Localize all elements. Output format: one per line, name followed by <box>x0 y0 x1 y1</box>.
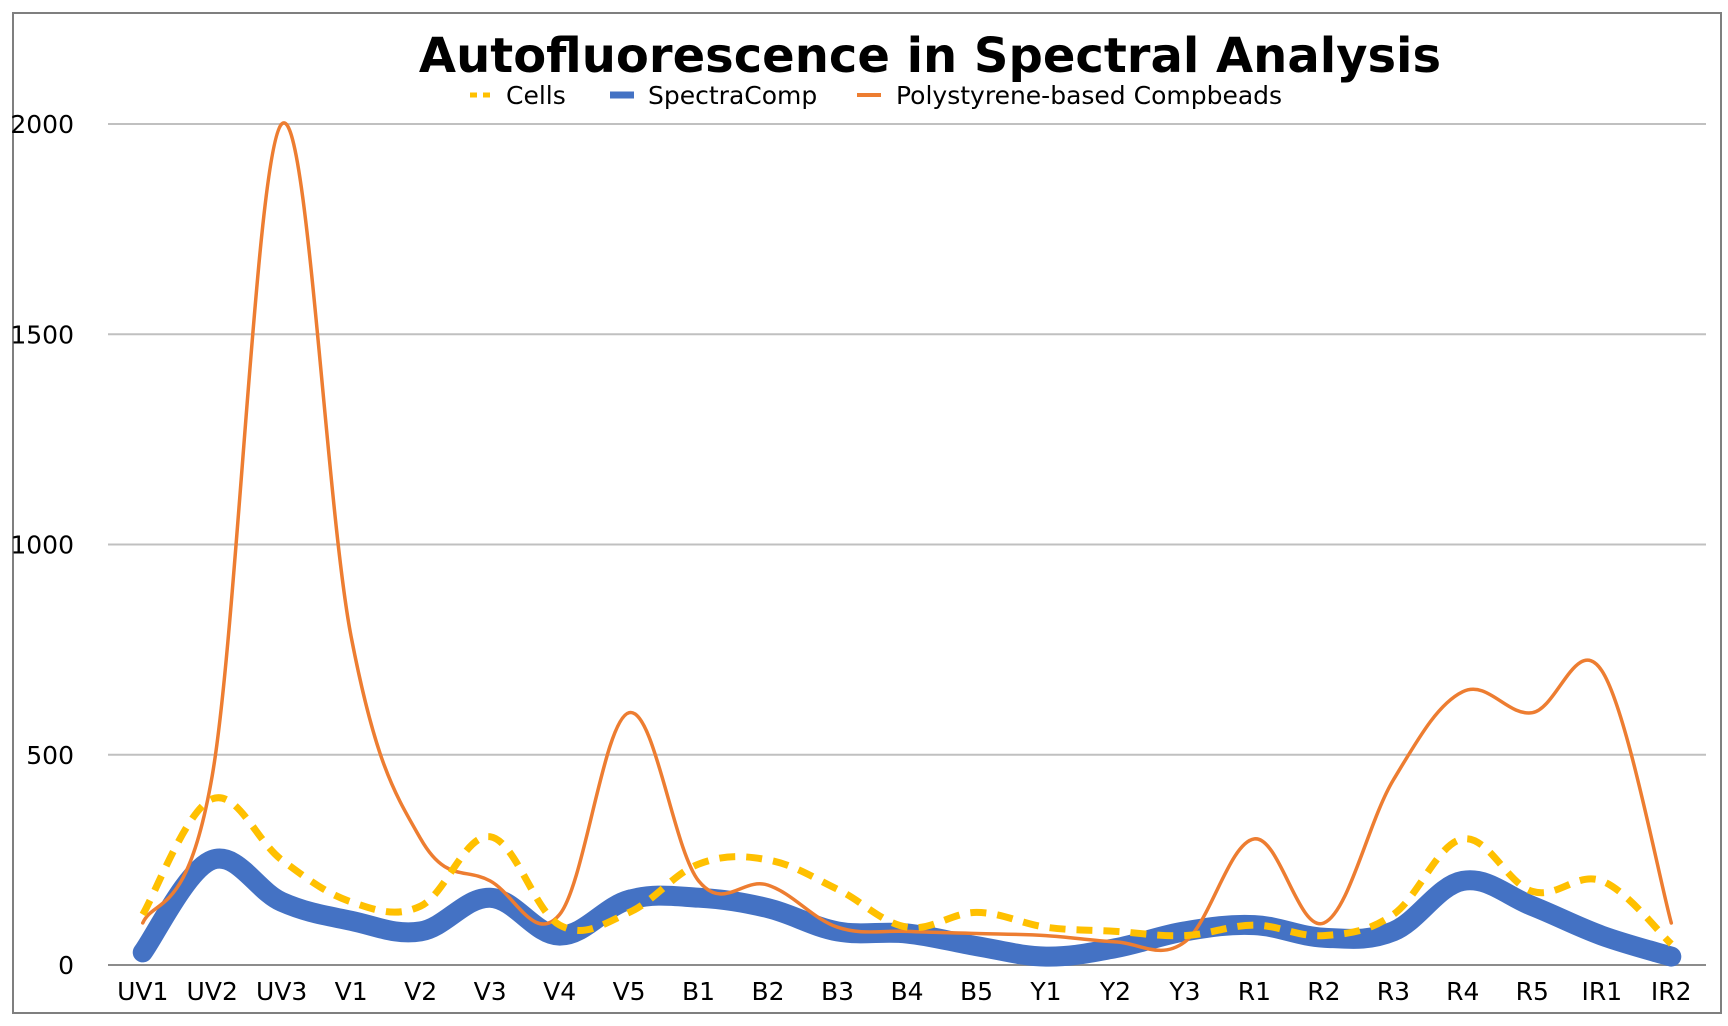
y-tick-label: 1500 <box>10 320 74 349</box>
x-tick-label: R5 <box>1516 977 1549 1006</box>
x-tick-label: B1 <box>682 977 715 1006</box>
x-tick-label: R4 <box>1446 977 1479 1006</box>
y-tick-label: 500 <box>26 741 74 770</box>
x-tick-label: V2 <box>404 977 437 1006</box>
x-tick-label: V4 <box>543 977 576 1006</box>
y-tick-label: 0 <box>58 951 74 980</box>
chart-frame <box>12 12 1722 1014</box>
axes: 0 500 1000 1500 2000 UV1 UV2 UV3 V1 V2 V3 V4 V5 B1 B2 B… <box>10 110 1706 1006</box>
chart-title: Autofluorescence in Spectral Analysis <box>419 28 1441 84</box>
x-tick-label: B2 <box>752 977 785 1006</box>
gridlines <box>108 123 1706 756</box>
x-tick-label: UV3 <box>256 977 307 1006</box>
legend: Cells SpectraComp Polystyrene-based Compbe… <box>470 81 1282 110</box>
series-lines <box>132 121 1682 967</box>
legend-label: Polystyrene-based Compbeads <box>896 81 1282 110</box>
x-tick-label: R3 <box>1377 977 1410 1006</box>
x-tick-label: Y2 <box>1099 977 1131 1006</box>
legend-label: SpectraComp <box>648 81 817 110</box>
x-tick-label: V3 <box>474 977 507 1006</box>
x-tick-label: V5 <box>613 977 646 1006</box>
x-tick-label: R1 <box>1238 977 1271 1006</box>
x-tick-label: Y3 <box>1168 977 1200 1006</box>
y-tick-label: 2000 <box>10 110 74 139</box>
x-tick-label: Y1 <box>1029 977 1061 1006</box>
series-line-cells <box>139 794 1674 947</box>
x-tick-label: IR1 <box>1581 977 1622 1006</box>
x-tick-label: B5 <box>960 977 993 1006</box>
legend-label: Cells <box>506 81 566 110</box>
x-tick-label: R2 <box>1307 977 1340 1006</box>
x-tick-label: UV2 <box>187 977 238 1006</box>
y-tick-label: 1000 <box>10 531 74 560</box>
x-tick-label: UV1 <box>117 977 168 1006</box>
x-tick-label: B4 <box>890 977 923 1006</box>
series-line-polystyrene-based-compbeads <box>140 121 1674 953</box>
x-tick-label: IR2 <box>1651 977 1692 1006</box>
x-tick-label: V1 <box>335 977 368 1006</box>
x-tick-label: B3 <box>821 977 854 1006</box>
